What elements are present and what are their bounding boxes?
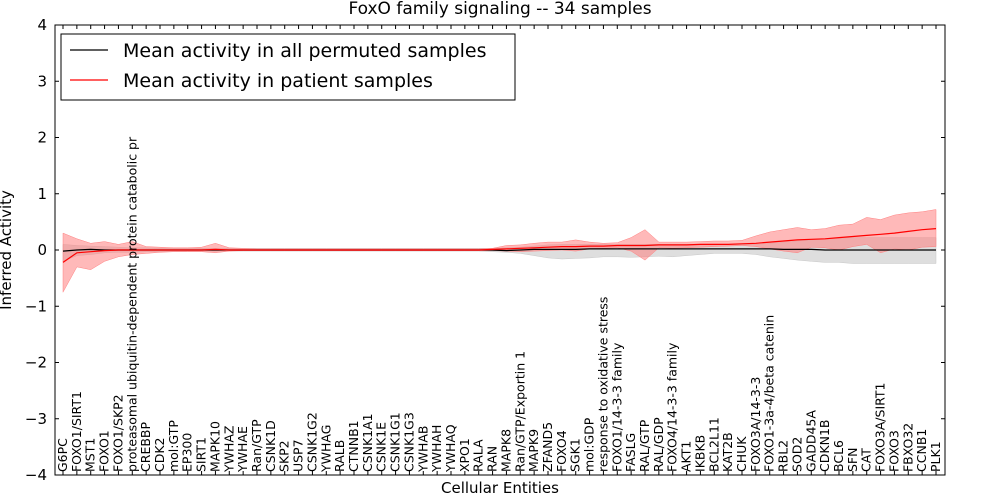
x-tick-label: CSNK1G3 (401, 412, 416, 472)
x-tick-label: CDKN1B (817, 420, 832, 472)
x-tick-label: IKBKB (692, 435, 707, 472)
x-tick-label: Ran/GTP/Exportin 1 (512, 351, 527, 472)
x-tick-label: FOXO1/SKP2 (110, 394, 125, 472)
y-axis-label: Inferred Activity (0, 190, 15, 310)
x-tick-label: MAPK8 (498, 429, 513, 472)
x-tick-label: SOD2 (789, 437, 804, 472)
legend-box (60, 33, 516, 101)
x-tick-label: MST1 (83, 438, 98, 472)
x-tick-label: FOXO1-3a-4/beta catenin (762, 315, 777, 472)
y-tick-label: −1 (25, 297, 47, 315)
y-tick-label: 0 (37, 241, 47, 259)
x-tick-label: AKT1 (679, 441, 694, 472)
x-tick-label: FOXO1/14-3-3 family (609, 342, 624, 472)
y-tick-label: 1 (37, 185, 47, 203)
x-tick-label: CSNK1G1 (388, 412, 403, 472)
x-tick-label: YWHAH (429, 425, 444, 473)
x-axis-label: Cellular Entities (441, 479, 559, 497)
x-tick-label: mol:GTP (166, 420, 181, 472)
x-tick-label: MAPK10 (207, 421, 222, 472)
x-tick-label: GADD45A (803, 410, 818, 472)
x-tick-label: response to oxidative stress (595, 297, 610, 472)
x-tick-label: FOXO3A/14-3-3 (748, 377, 763, 472)
x-tick-label: Ran/GTP (249, 419, 264, 472)
x-tick-label: CREBBP (138, 421, 153, 471)
x-tick-label: FOXO3A/SIRT1 (873, 382, 888, 472)
x-tick-label: CSNK1A1 (360, 413, 375, 472)
x-tick-label: SKP2 (277, 440, 292, 472)
x-tick-label: MAPK9 (526, 429, 541, 472)
x-tick-label: EP300 (180, 433, 195, 472)
x-tick-label: BCL6 (831, 440, 846, 472)
chart-title: FoxO family signaling -- 34 samples (348, 0, 651, 19)
x-tick-label: CSNK1D (263, 420, 278, 472)
x-tick-label: FOXO3 (886, 430, 901, 472)
y-tick-label: 4 (37, 16, 47, 34)
x-tick-label: FOXO1 (97, 430, 112, 472)
x-tick-label: FOXO4/14-3-3 family (665, 342, 680, 472)
x-tick-label: CDK2 (152, 437, 167, 472)
x-tick-label: CAT (859, 448, 874, 472)
x-tick-label: CHUK (734, 436, 749, 472)
x-tick-label: KAT2B (720, 432, 735, 472)
y-tick-label: 3 (37, 72, 47, 90)
x-tick-label: YWHAZ (221, 425, 236, 473)
x-tick-label: YWHAB (415, 425, 430, 473)
x-tick-label: PLK1 (928, 441, 943, 472)
legend-label-patient: Mean activity in patient samples (123, 70, 433, 92)
x-tick-label: BCL2L11 (706, 417, 721, 472)
legend: Mean activity in all permuted samples Me… (60, 33, 516, 101)
x-tick-label: RAL/GTP (637, 419, 652, 472)
x-tick-label: RAL/GDP (651, 417, 666, 472)
x-tick-label: YWHAG (318, 425, 333, 473)
x-tick-label: RALB (332, 440, 347, 472)
x-tick-label: SFN (845, 448, 860, 472)
y-tick-label: −3 (25, 410, 47, 428)
x-tick-label: XPO1 (457, 438, 472, 472)
x-tick-label: CTNNB1 (346, 420, 361, 472)
x-tick-label: YWHAE (235, 426, 250, 473)
x-tick-label: CCNB1 (914, 429, 929, 472)
line-patient (62, 228, 937, 263)
x-tick-label: CSNK1E (374, 422, 389, 472)
x-tick-label: RBL2 (776, 440, 791, 472)
y-tick-label: 2 (37, 129, 47, 147)
x-tick-label: USP7 (291, 439, 306, 472)
plot-area: 43210−1−2−3−4G6PCFOXO1/SIRT1MST1FOXO1FOX… (25, 16, 946, 484)
x-tick-label: FOXO1/SIRT1 (69, 391, 84, 472)
x-tick-label: mol:GDP (582, 417, 597, 472)
legend-label-permuted: Mean activity in all permuted samples (123, 40, 486, 62)
x-tick-label: SIRT1 (194, 437, 209, 472)
x-tick-label: FOXO4 (554, 430, 569, 472)
x-tick-label: FBXO32 (900, 423, 915, 472)
y-tick-label: −4 (25, 466, 47, 484)
x-tick-label: SGK1 (568, 438, 583, 472)
x-tick-label: G6PC (55, 438, 70, 472)
x-tick-label: RAN (485, 446, 500, 472)
x-tick-label: FASLG (623, 433, 638, 472)
x-tick-label: YWHAQ (443, 424, 458, 473)
x-tick-label: RALA (471, 439, 486, 472)
x-tick-label: ZFAND5 (540, 422, 555, 472)
x-tick-label: proteasomal ubiquitin-dependent protein … (124, 136, 139, 472)
x-tick-label: CSNK1G2 (304, 412, 319, 472)
y-tick-label: −2 (25, 354, 47, 372)
